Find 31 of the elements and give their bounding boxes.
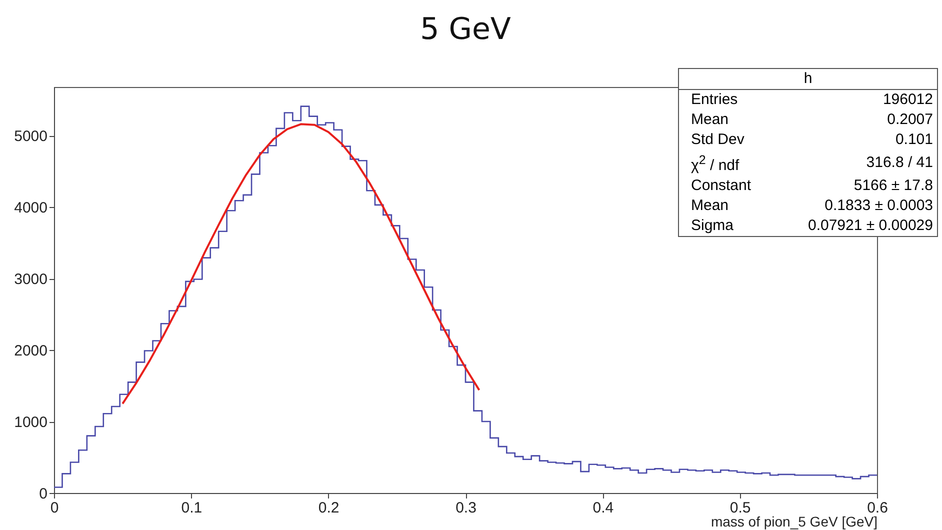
y-tick-label: 4000 [14, 200, 48, 217]
text: 0.2007 [886, 110, 934, 130]
annotation: Entries [690, 90, 739, 110]
text: 0.101 [894, 130, 934, 150]
x-tick-label: 0.4 [592, 500, 614, 516]
x-tick-label: 0.2 [318, 500, 340, 516]
annotation: Mean [690, 196, 730, 216]
y-tick-label: 1000 [14, 414, 48, 432]
annotation: 5166 ± 17.8 [852, 176, 934, 196]
annotation: Std Dev [690, 130, 746, 150]
text: h [679, 69, 937, 90]
line-series [122, 123, 480, 405]
annotation: Mean [690, 110, 730, 130]
annotation: 0.1833 ± 0.0003 [824, 196, 934, 216]
annotation: χ$^{2}$ / ndf [690, 152, 740, 176]
x-tick-label: 0.6 [867, 500, 888, 516]
y-tick-label: 2000 [14, 342, 48, 360]
y-tick-label: 3000 [14, 271, 48, 288]
annotation: 0.07921 ± 0.00029 [806, 216, 934, 236]
chart-title: 5 GeV [420, 12, 512, 47]
y-tick-label: 5000 [14, 128, 48, 146]
y-tick-label: 0 [39, 486, 48, 502]
x-tick-label: 0.1 [181, 500, 202, 516]
x-tick-label: 0 [50, 500, 59, 516]
x-axis-title: mass of pion_5 GeV [GeV] [710, 514, 878, 530]
x-tick-label: 0.3 [456, 500, 476, 516]
annotation: Constant [690, 176, 752, 196]
text: 196012 [882, 90, 934, 110]
annotation: 316.8 / 41 [865, 153, 934, 173]
x-tick-label: 0.5 [730, 500, 751, 516]
annotation: Sigma [690, 216, 735, 236]
